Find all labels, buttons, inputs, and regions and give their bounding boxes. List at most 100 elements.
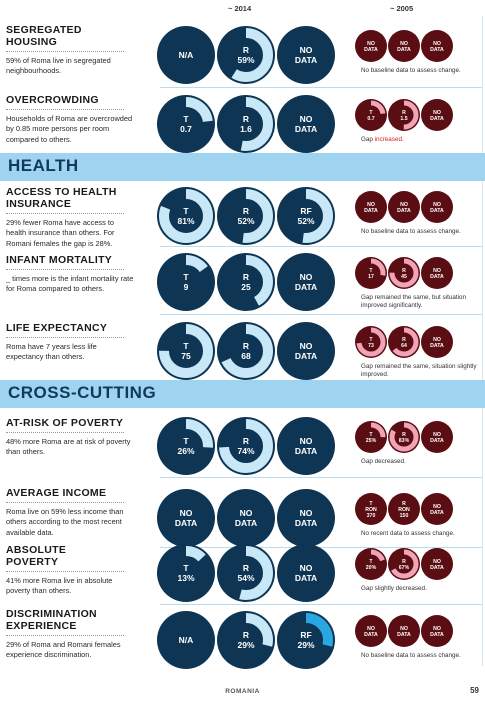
- title-rule: [6, 571, 124, 572]
- indicator-label: NO: [300, 436, 313, 446]
- indicator-label: NO: [433, 626, 441, 632]
- indicator-circle-2014: T13%: [157, 544, 215, 602]
- cross-cutting-band: CROSS-CUTTING: [0, 380, 485, 408]
- indicator-title-line: ACCESS TO HEALTH: [6, 186, 117, 198]
- change-note-text: Gap slightly decreased.: [361, 585, 427, 592]
- indicator-value: DATA: [430, 632, 444, 638]
- indicator-title-line: EXPERIENCE: [6, 620, 77, 632]
- progress-ring: [356, 327, 386, 357]
- change-note-text: No baseline data to assess change.: [361, 652, 461, 659]
- indicator-label: R: [402, 268, 406, 274]
- indicator-disc: [277, 489, 335, 547]
- indicator-label: R: [402, 337, 406, 343]
- row-separator: [160, 604, 482, 605]
- indicator-disc: [421, 326, 453, 358]
- cross-cutting-heading: CROSS-CUTTING: [8, 383, 157, 402]
- indicator-label: T: [183, 436, 189, 446]
- progress-ring: [219, 324, 273, 378]
- indicator-circle-2014: R52%: [217, 187, 275, 245]
- indicator-label: NO: [433, 202, 441, 208]
- indicator-disc: [388, 615, 420, 647]
- indicator-title: AVERAGE INCOME: [6, 487, 106, 499]
- health-band: HEALTH: [0, 153, 485, 181]
- indicator-label: NO: [240, 508, 253, 518]
- change-note-text: No recent data to assess change.: [361, 530, 455, 537]
- indicator-value: DATA: [430, 274, 444, 280]
- indicator-description: 48% more Roma are at risk of poverty tha…: [6, 437, 131, 457]
- indicator-label: T: [369, 501, 373, 507]
- indicator-circle-2014: N/A: [157, 611, 215, 669]
- title-rule: [6, 635, 124, 636]
- indicator-label: R: [243, 206, 249, 216]
- title-rule: [6, 502, 124, 503]
- indicator-disc: [157, 611, 215, 669]
- indicator-disc: [277, 544, 335, 602]
- indicator-value: 75: [181, 351, 191, 361]
- indicator-disc: [355, 493, 387, 525]
- indicator-label: R: [243, 436, 249, 446]
- indicator-value: 64: [401, 343, 407, 349]
- indicator-circle-2014: R59%: [217, 26, 275, 84]
- indicator-label: NO: [300, 114, 313, 124]
- progress-ring: [159, 324, 213, 378]
- indicator-value: DATA: [397, 208, 411, 214]
- progress-ring: [159, 419, 213, 473]
- indicator-value: DATA: [364, 47, 378, 53]
- indicator-label: NO: [367, 41, 375, 47]
- indicator-value: 0.7: [180, 124, 192, 134]
- indicator-title: LIFE EXPECTANCY: [6, 322, 107, 334]
- indicator-value: 17: [368, 274, 374, 280]
- indicator-label: T: [183, 341, 189, 351]
- change-note: No baseline data to assess change.: [361, 67, 481, 75]
- indicator-label: R: [243, 45, 249, 55]
- page-number: 59: [470, 686, 479, 695]
- indicator-label: NO: [180, 508, 193, 518]
- indicator-value: 83%: [399, 438, 410, 444]
- indicator-title-line: HOUSING: [6, 36, 58, 48]
- progress-ring: [389, 327, 419, 357]
- indicator-circle-2005: T25%: [355, 421, 387, 453]
- change-note: Gap decreased.: [361, 458, 481, 466]
- progress-ring: [219, 255, 273, 309]
- indicator-title-line: INFANT MORTALITY: [6, 254, 113, 266]
- indicator-label: NO: [400, 626, 408, 632]
- indicator-label: T: [369, 559, 373, 565]
- indicator-value: 45: [401, 274, 407, 280]
- indicator-title-line: SEGREGATED: [6, 24, 82, 36]
- indicator-value: 29%: [297, 640, 314, 650]
- indicator-value: 74%: [237, 446, 254, 456]
- indicator-disc: [421, 421, 453, 453]
- progress-ring: [219, 97, 273, 151]
- indicator-description: Roma have 7 years less life expectancy t…: [6, 342, 97, 362]
- indicator-label: NO: [433, 559, 441, 565]
- row-separator: [160, 87, 482, 88]
- indicator-disc: [421, 548, 453, 580]
- indicator-value: DATA: [430, 510, 444, 516]
- title-rule: [6, 432, 124, 433]
- indicator-value: 150: [400, 513, 409, 519]
- indicator-description: Households of Roma are overcrowded by 0.…: [6, 114, 133, 144]
- indicator-value: DATA: [235, 518, 257, 528]
- indicator-circle-2005: T17: [355, 257, 387, 289]
- indicator-label: R: [402, 559, 406, 565]
- indicator-value: DATA: [295, 124, 317, 134]
- indicator-disc: [217, 489, 275, 547]
- indicator-description: Roma live on 59% less income than others…: [6, 507, 124, 537]
- indicator-disc: [421, 191, 453, 223]
- progress-ring: [219, 28, 273, 82]
- indicator-disc: [355, 30, 387, 62]
- indicator-label: NO: [433, 504, 441, 510]
- change-note-text: Gap remained the same, but situation imp…: [361, 294, 467, 310]
- indicator-label: NO: [300, 45, 313, 55]
- footer-country: ROMANIA: [225, 688, 260, 695]
- indicator-circle-2014: T81%: [157, 187, 215, 245]
- indicator-value: 370: [367, 513, 376, 519]
- progress-ring: [279, 189, 333, 243]
